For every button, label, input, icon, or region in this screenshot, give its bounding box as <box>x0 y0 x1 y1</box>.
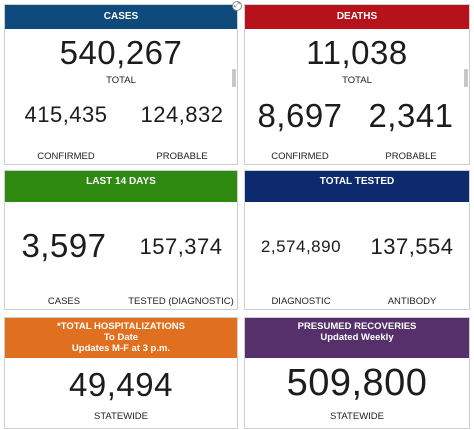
deaths-confirmed-value: 8,697 <box>257 97 343 134</box>
hosp-header-line1: *TOTAL HOSPITALIZATIONS <box>57 321 185 332</box>
recov-card: PRESUMED RECOVERIES Updated Weekly 509,8… <box>244 317 470 429</box>
cases-scrollbar[interactable] <box>232 69 236 87</box>
cases-card: CASES 540,267 TOTAL 415,435 124,832 CONF… <box>4 4 238 165</box>
last14-tested-value: 157,374 <box>139 234 223 259</box>
deaths-scrollbar[interactable] <box>464 69 468 87</box>
last14-cases-value: 3,597 <box>21 227 107 264</box>
cases-total-label: TOTAL <box>106 75 136 86</box>
deaths-total-label: TOTAL <box>342 75 372 86</box>
expand-icon[interactable]: ⤢ <box>232 1 242 11</box>
deaths-probable-value: 2,341 <box>368 97 454 134</box>
hosp-header-line2: To Date <box>103 332 139 343</box>
recov-header-line2: Updated Weekly <box>320 332 394 343</box>
hosp-value: 49,494 <box>69 366 173 403</box>
hosp-label: STATEWIDE <box>93 411 148 422</box>
tested-diagnostic-label: DIAGNOSTIC <box>271 296 331 307</box>
cases-confirmed-label: CONFIRMED <box>37 151 95 162</box>
deaths-total-value: 11,038 <box>306 34 408 71</box>
last14-header: LAST 14 DAYS <box>5 171 237 202</box>
recov-value: 509,800 <box>286 362 428 404</box>
tested-card: TOTAL TESTED 2,574,890 137,554 DIAGNOSTI… <box>244 170 470 310</box>
cases-total-value: 540,267 <box>59 34 183 71</box>
tested-antibody-label: ANTIBODY <box>387 296 437 307</box>
hosp-header-line3: Updates M-F at 3 p.m. <box>71 343 171 354</box>
tested-antibody-value: 137,554 <box>370 234 454 259</box>
cases-header: CASES <box>5 5 237 29</box>
cases-probable-label: PROBABLE <box>156 151 208 162</box>
deaths-header: DEATHS <box>245 5 469 29</box>
deaths-card: DEATHS 11,038 TOTAL 8,697 2,341 CONFIRME… <box>244 4 470 165</box>
cases-confirmed-value: 415,435 <box>24 102 108 127</box>
recov-label: STATEWIDE <box>329 411 384 422</box>
last14-cases-label: CASES <box>47 296 81 307</box>
recov-header: PRESUMED RECOVERIES Updated Weekly <box>245 318 469 358</box>
deaths-confirmed-label: CONFIRMED <box>271 151 329 162</box>
tested-diagnostic-value: 2,574,890 <box>260 237 342 256</box>
hosp-header: *TOTAL HOSPITALIZATIONS To Date Updates … <box>5 318 237 358</box>
cases-probable-value: 124,832 <box>140 102 224 127</box>
deaths-probable-label: PROBABLE <box>385 151 437 162</box>
last14-tested-label: TESTED (DIAGNOSTIC) <box>128 296 234 307</box>
recov-header-line1: PRESUMED RECOVERIES <box>297 321 417 332</box>
hosp-card: *TOTAL HOSPITALIZATIONS To Date Updates … <box>4 317 238 429</box>
last14-card: LAST 14 DAYS 3,597 157,374 CASES TESTED … <box>4 170 238 310</box>
tested-header: TOTAL TESTED <box>245 171 469 202</box>
